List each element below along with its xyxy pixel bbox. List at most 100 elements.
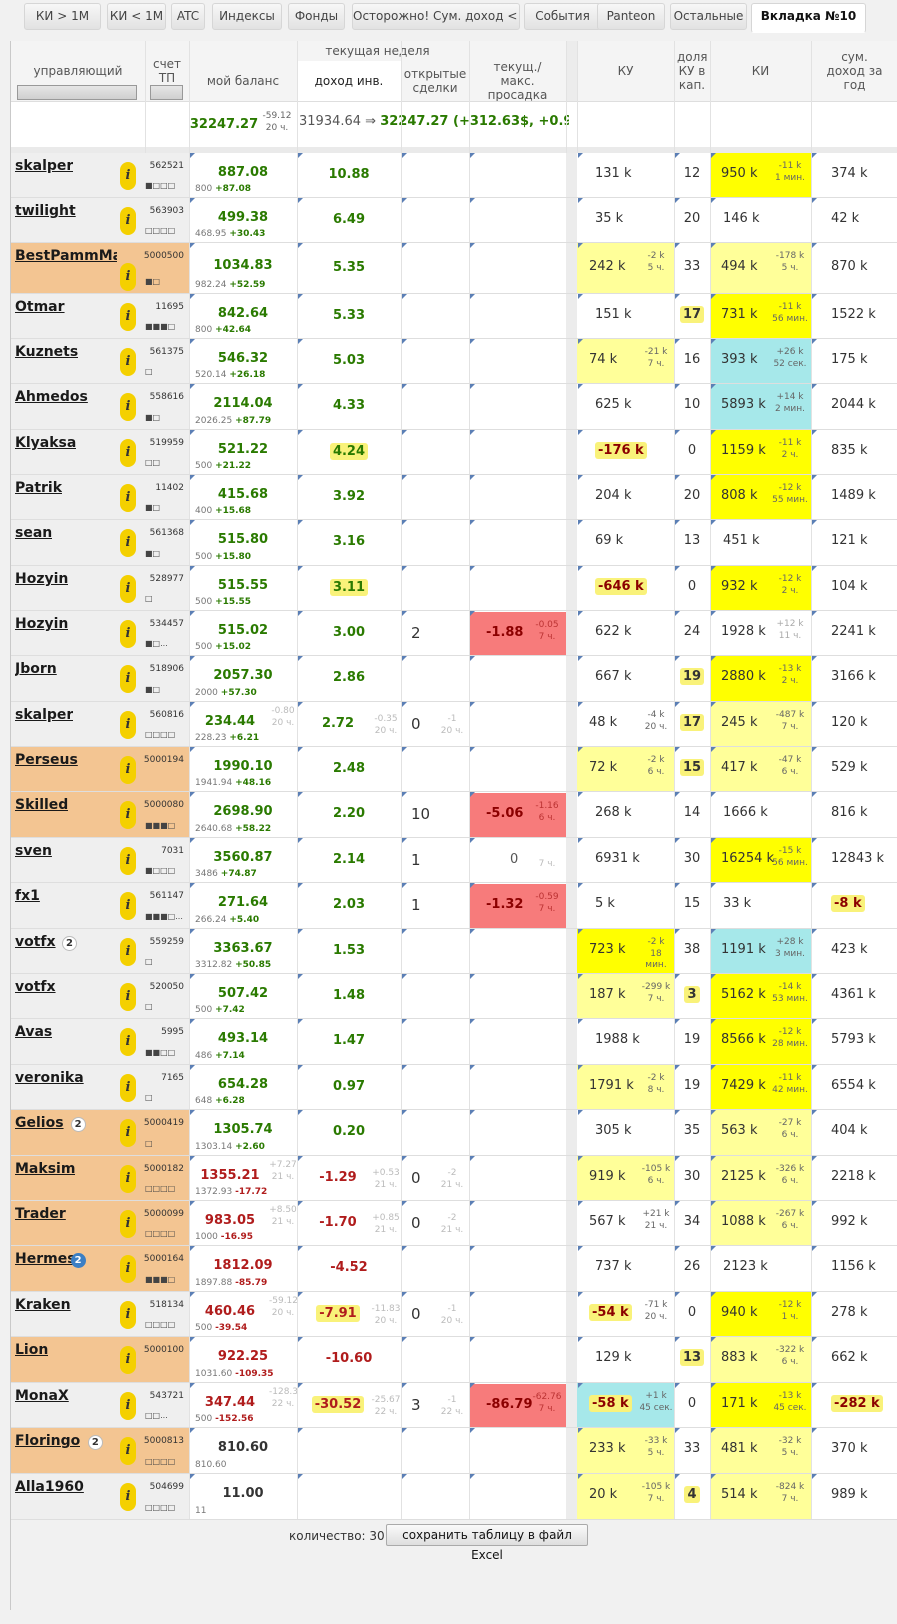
info-icon[interactable]: i bbox=[120, 303, 136, 331]
manager-name-link[interactable]: BestPammMa... bbox=[15, 248, 117, 264]
ku-value: 204 k bbox=[595, 488, 631, 503]
ku-cell: 48 k -4 k 20 ч. bbox=[577, 702, 674, 747]
info-icon[interactable]: i bbox=[120, 1028, 136, 1056]
ku-value: 5 k bbox=[595, 896, 615, 911]
info-icon[interactable]: i bbox=[120, 1437, 136, 1465]
ku-share-cell: 38 bbox=[674, 929, 710, 974]
info-icon[interactable]: i bbox=[120, 484, 136, 512]
info-icon[interactable]: i bbox=[120, 892, 136, 920]
manager-name-link[interactable]: Lion bbox=[15, 1342, 49, 1358]
info-icon[interactable]: i bbox=[120, 1210, 136, 1238]
tab-2[interactable]: КИ < 1M bbox=[107, 3, 166, 30]
ku-share-cell: 14 bbox=[674, 792, 710, 838]
info-icon[interactable]: i bbox=[120, 711, 136, 739]
info-icon[interactable]: i bbox=[120, 529, 136, 557]
ki-delta-time: 55 мин. bbox=[772, 495, 808, 505]
info-icon[interactable]: i bbox=[120, 575, 136, 603]
info-icon[interactable]: i bbox=[120, 801, 136, 829]
ku-cell: -58 k +1 k 45 сек. bbox=[577, 1383, 674, 1428]
info-icon[interactable]: i bbox=[120, 1301, 136, 1329]
info-icon[interactable]: i bbox=[120, 348, 136, 376]
tab-9[interactable]: Остальные bbox=[670, 3, 747, 30]
manager-name-link[interactable]: Hozyin bbox=[15, 616, 69, 632]
manager-name-link[interactable]: Hermes bbox=[15, 1251, 76, 1267]
info-icon[interactable]: i bbox=[120, 162, 136, 190]
ki-value: 1088 k bbox=[721, 1213, 766, 1229]
manager-name-link[interactable]: Klyaksa bbox=[15, 435, 77, 451]
manager-name-link[interactable]: sven bbox=[15, 843, 52, 859]
info-icon[interactable]: i bbox=[120, 1074, 136, 1102]
manager-name-link[interactable]: sean bbox=[15, 525, 53, 541]
manager-name-link[interactable]: Avas bbox=[15, 1024, 53, 1040]
tab-10[interactable]: Вкладка №10 bbox=[751, 3, 866, 33]
manager-name-link[interactable]: skalper bbox=[15, 158, 74, 174]
manager-name-link[interactable]: Floringo bbox=[15, 1433, 81, 1449]
info-icon[interactable]: i bbox=[120, 1119, 136, 1147]
ku-cell: 1988 k bbox=[577, 1019, 674, 1065]
manager-name-link[interactable]: MonaX bbox=[15, 1388, 69, 1404]
info-icon[interactable]: i bbox=[120, 439, 136, 467]
tab-5[interactable]: Фонды bbox=[288, 3, 345, 30]
manager-name-link[interactable]: votfx bbox=[15, 979, 56, 995]
manager-name-link[interactable]: Maksim bbox=[15, 1161, 76, 1177]
tab-4[interactable]: Индексы bbox=[212, 3, 282, 30]
info-icon[interactable]: i bbox=[120, 847, 136, 875]
manager-name-link[interactable]: Gelios bbox=[15, 1115, 64, 1131]
yearly-income-number: 12843 k bbox=[831, 850, 885, 866]
manager-name-link[interactable]: Jborn bbox=[15, 661, 57, 677]
manager-cell: Klyaksa i 519959 □□ bbox=[11, 430, 189, 475]
ki-delta-time: 53 мин. bbox=[772, 994, 808, 1004]
manager-name-link[interactable]: Trader bbox=[15, 1206, 66, 1222]
info-icon[interactable]: i bbox=[120, 756, 136, 784]
info-icon[interactable]: i bbox=[120, 1346, 136, 1374]
tab-7[interactable]: События bbox=[524, 3, 601, 30]
account-filter-input[interactable] bbox=[150, 85, 183, 100]
manager-name-link[interactable]: Otmar bbox=[15, 299, 65, 315]
row-divider bbox=[11, 1245, 897, 1246]
ki-delta-time: 7 ч. bbox=[781, 722, 799, 732]
ku-share-number: 19 bbox=[679, 668, 705, 685]
info-icon[interactable]: i bbox=[120, 938, 136, 966]
ki-delta: -11 k bbox=[778, 302, 802, 312]
manager-name-link[interactable]: veronika bbox=[15, 1070, 84, 1086]
row-divider bbox=[11, 1018, 897, 1019]
spacer-cell bbox=[566, 294, 577, 339]
manager-name-link[interactable]: Alla1960 bbox=[15, 1479, 84, 1495]
cell-marker bbox=[402, 1428, 407, 1433]
info-icon[interactable]: i bbox=[120, 620, 136, 648]
manager-name-link[interactable]: Patrik bbox=[15, 480, 63, 496]
info-icon[interactable]: i bbox=[120, 1483, 136, 1511]
info-icon[interactable]: i bbox=[120, 263, 136, 291]
tab-1[interactable]: КИ > 1M bbox=[24, 3, 101, 30]
info-icon[interactable]: i bbox=[120, 1165, 136, 1193]
manager-name-link[interactable]: fx1 bbox=[15, 888, 40, 904]
income-value: 2.86 bbox=[297, 670, 401, 685]
cell-marker bbox=[578, 747, 583, 752]
ku-value: 48 k bbox=[589, 715, 617, 730]
tab-3[interactable]: ATC bbox=[171, 3, 205, 30]
balance-start: 500 +15.02 bbox=[195, 642, 251, 652]
manager-name-link[interactable]: skalper bbox=[15, 707, 74, 723]
manager-name-link[interactable]: Hozyin bbox=[15, 571, 69, 587]
manager-name-link[interactable]: Kuznets bbox=[15, 344, 79, 360]
manager-name-link[interactable]: Skilled bbox=[15, 797, 69, 813]
balance-base: 3486 bbox=[195, 869, 218, 879]
manager-name-link[interactable]: Perseus bbox=[15, 752, 78, 768]
info-icon[interactable]: i bbox=[120, 207, 136, 235]
manager-filter-input[interactable] bbox=[17, 85, 137, 100]
manager-name-link[interactable]: votfx bbox=[15, 934, 56, 950]
info-icon[interactable]: i bbox=[120, 665, 136, 693]
info-icon[interactable]: i bbox=[120, 1392, 136, 1420]
balance-value: 415.68 bbox=[217, 486, 269, 502]
tab-8[interactable]: Panteon bbox=[597, 3, 665, 30]
cell-marker bbox=[298, 475, 303, 480]
account-rating-icon: ■□ bbox=[145, 277, 161, 286]
manager-name-link[interactable]: twilight bbox=[15, 203, 76, 219]
info-icon[interactable]: i bbox=[120, 983, 136, 1011]
info-icon[interactable]: i bbox=[120, 393, 136, 421]
manager-name-link[interactable]: Ahmedos bbox=[15, 389, 88, 405]
manager-name-link[interactable]: Kraken bbox=[15, 1297, 71, 1313]
save-excel-button[interactable]: сохранить таблицу в файл Excel bbox=[386, 1524, 588, 1562]
info-icon[interactable]: i bbox=[120, 1255, 136, 1283]
tab-6[interactable]: Осторожно! Сум. доход < 0 bbox=[352, 3, 520, 30]
